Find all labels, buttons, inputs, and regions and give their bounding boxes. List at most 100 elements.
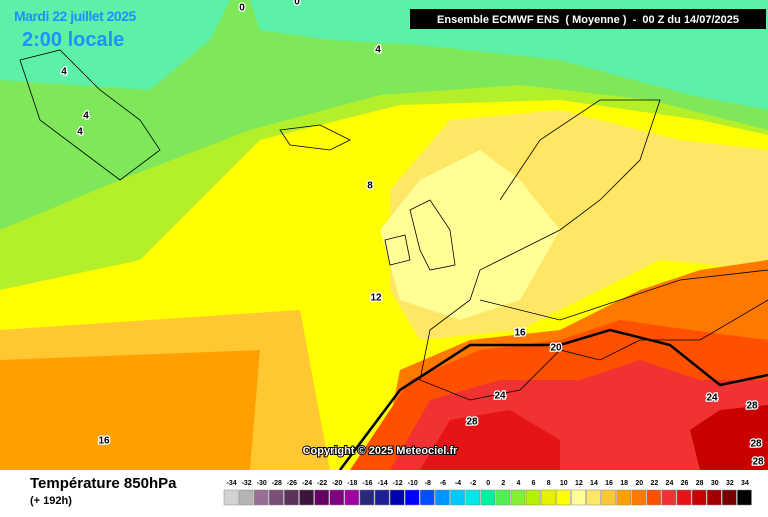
contour-label: 8	[367, 181, 373, 192]
legend-label: 20	[635, 480, 643, 487]
contour-label: 20	[550, 343, 562, 354]
coastlines	[19, 49, 768, 401]
legend-label: 10	[560, 480, 568, 487]
legend-swatch	[722, 489, 737, 506]
legend-label: 8	[547, 480, 551, 487]
footer-title: Température 850hPa	[30, 475, 177, 492]
legend-label: -26	[287, 480, 297, 487]
legend-swatch	[359, 489, 375, 506]
legend-label: -12	[393, 480, 403, 487]
legend-swatch	[450, 489, 465, 506]
legend-label: -34	[226, 480, 236, 487]
legend-label: -4	[455, 480, 461, 487]
legend-swatch	[269, 489, 284, 506]
legend-swatch	[329, 489, 345, 506]
legend: -34 -32 -30 -28 -26 -24 -22 -20 -18 -16 -14 -12 -10-…	[223, 480, 752, 506]
contour-label: 16	[98, 436, 110, 447]
legend-label: 4	[516, 480, 520, 487]
legend-swatch	[586, 489, 601, 506]
legend-label: -10	[408, 480, 418, 487]
legend-label: -22	[317, 480, 327, 487]
legend-label: -6	[440, 480, 446, 487]
legend-label: 24	[666, 480, 674, 487]
legend-swatch	[691, 489, 707, 506]
legend-swatch	[525, 489, 541, 506]
copyright: Copyright © 2025 Meteociel.fr	[303, 445, 459, 457]
temperature-area	[0, 0, 230, 90]
legend-label: 28	[696, 480, 704, 487]
contour-label: 28	[466, 417, 478, 428]
legend-label: 26	[681, 480, 689, 487]
contour-label: 12	[370, 293, 382, 304]
legend-swatch	[284, 489, 299, 506]
legend-swatch	[616, 489, 631, 506]
legend-label: 34	[741, 480, 749, 487]
legend-swatch	[404, 489, 420, 506]
legend-label: -28	[272, 480, 282, 487]
contour-label: 28	[746, 401, 758, 412]
legend-label: 6	[532, 480, 536, 487]
legend-swatch	[223, 489, 239, 506]
legend-swatch	[344, 489, 360, 506]
legend-swatch	[601, 489, 616, 506]
legend-label: -30	[257, 480, 267, 487]
map-date: Mardi 22 juillet 2025	[14, 8, 136, 24]
temperature-area	[0, 350, 260, 470]
legend-swatch	[706, 489, 722, 506]
legend-label: -20	[332, 480, 342, 487]
legend-swatch	[631, 489, 647, 506]
legend-swatch	[389, 489, 405, 506]
contour-label: 0	[239, 3, 245, 14]
legend-swatch	[314, 489, 329, 506]
contour-label: 4	[61, 67, 67, 78]
legend-swatch	[480, 489, 496, 506]
legend-label: 30	[711, 480, 719, 487]
legend-label: 12	[575, 480, 583, 487]
legend-swatch	[646, 489, 662, 506]
legend-label: -18	[347, 480, 357, 487]
contour-line	[339, 328, 768, 471]
legend-swatch	[495, 489, 511, 506]
legend-swatch	[676, 489, 692, 506]
legend-swatch	[737, 489, 752, 506]
contour-label: 16	[514, 328, 526, 339]
run-info: Ensemble ECMWF ENS ( Moyenne ) - 00 Z du…	[437, 14, 739, 26]
legend-swatch	[540, 489, 556, 506]
legend-swatch	[374, 489, 390, 506]
contour-label: 4	[375, 45, 381, 56]
contour-label: 28	[752, 457, 764, 468]
legend-swatch	[661, 489, 677, 506]
temperature-area	[420, 410, 560, 470]
legend-label: 2	[501, 480, 505, 487]
footer-lead: (+ 192h)	[30, 495, 72, 507]
legend-label: 14	[590, 480, 598, 487]
legend-swatch	[238, 489, 254, 506]
legend-label: -2	[470, 480, 476, 487]
legend-label: -14	[377, 480, 387, 487]
legend-label: -32	[242, 480, 252, 487]
temperature-area	[380, 150, 560, 320]
legend-swatch	[299, 489, 314, 506]
run-banner	[410, 9, 766, 29]
legend-label: -8	[425, 480, 431, 487]
legend-label: 18	[620, 480, 628, 487]
contour-label: 28	[750, 439, 762, 450]
map-time: 2:00 locale	[22, 29, 124, 51]
legend-swatch	[420, 489, 435, 506]
contour-label: 4	[83, 111, 89, 122]
contour-label: 24	[706, 393, 718, 404]
legend-swatch	[465, 489, 480, 506]
legend-label: 16	[605, 480, 613, 487]
legend-label: 0	[486, 480, 490, 487]
legend-label: -16	[362, 480, 372, 487]
contour-label: 0	[294, 0, 300, 8]
temperature-area	[690, 405, 768, 470]
legend-swatch	[555, 489, 571, 506]
legend-label: 32	[726, 480, 734, 487]
contour-label: 4	[77, 127, 83, 138]
legend-swatch	[253, 489, 269, 506]
legend-swatch	[571, 489, 586, 506]
